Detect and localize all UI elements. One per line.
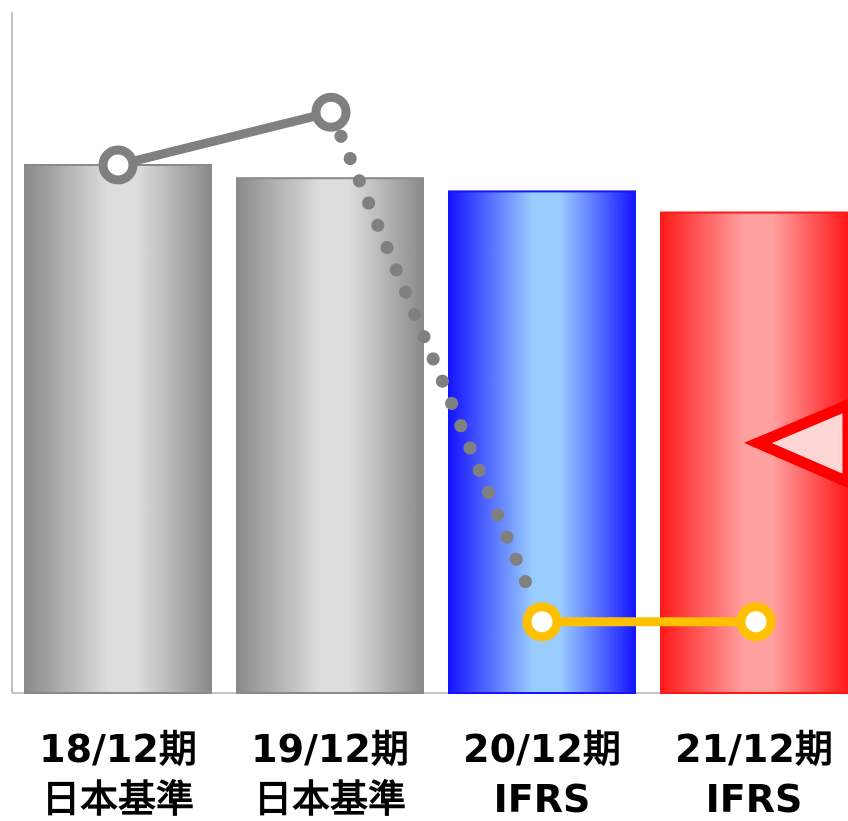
line-series [98, 92, 776, 642]
bar-0 [24, 164, 212, 694]
x-tick-label-period: 18/12期 [39, 727, 197, 771]
x-tick-label-standard: 日本基準 [42, 777, 194, 821]
x-tick-label-standard: IFRS [494, 777, 591, 821]
x-tick-label-period: 20/12期 [463, 727, 621, 771]
line-point-3 [736, 602, 776, 642]
x-tick-label-standard: 日本基準 [254, 777, 406, 821]
line-point-0 [98, 145, 138, 185]
line-segment-0 [113, 107, 336, 170]
bar-series [24, 164, 848, 695]
line-segment-1 [334, 129, 539, 605]
callout-arrow [744, 399, 848, 488]
callout-annotation [744, 399, 848, 488]
line-point-2 [522, 602, 562, 642]
x-tick-label-standard: IFRS [706, 777, 803, 821]
x-tick-label-period: 19/12期 [251, 727, 409, 771]
bar-1 [236, 177, 424, 694]
x-tick-label-period: 21/12期 [675, 727, 833, 771]
line-point-1 [311, 92, 351, 132]
